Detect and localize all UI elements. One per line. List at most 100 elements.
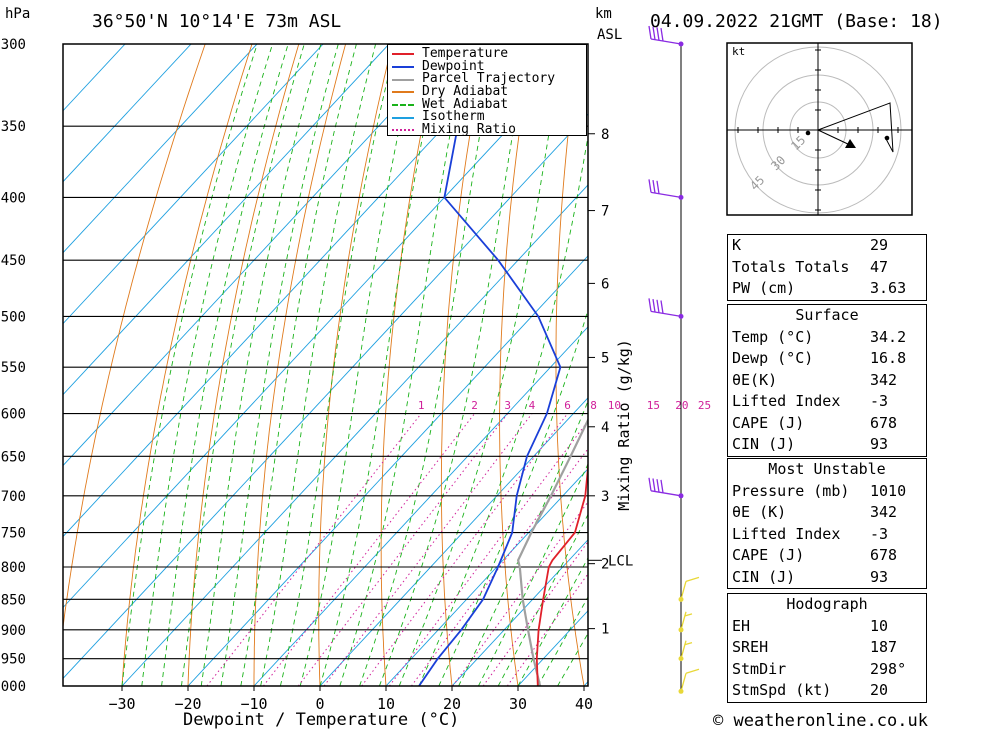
lcl-label: LCL (608, 553, 633, 569)
height-tick-label: 2 (601, 557, 609, 573)
wind-barb (678, 668, 700, 694)
dry-adiabat-line (253, 44, 347, 686)
mixing-ratio-label: 15 (647, 399, 660, 412)
surface-value: 93 (870, 435, 889, 453)
surface-value: -3 (870, 392, 889, 410)
wet-adiabat-line (398, 44, 565, 686)
pressure-tick-label: 300 (1, 37, 26, 53)
most-unstable-label: Pressure (mb) (732, 481, 850, 500)
dry-adiabat-line (440, 44, 487, 686)
temperature-tick-label: −10 (240, 695, 267, 713)
most-unstable-value: -3 (870, 524, 889, 543)
wind-barb-shaft (680, 673, 687, 692)
mixing-ratio-label: 2 (471, 399, 478, 412)
wind-barb (648, 477, 684, 499)
forecast-datetime: 04.09.2022 21GMT (Base: 18) (650, 11, 943, 32)
surface-label: Dewp (°C) (732, 349, 814, 367)
pressure-tick-label: 750 (1, 526, 26, 542)
dry-adiabat-line (380, 44, 440, 686)
surface-value: 34.2 (870, 327, 907, 346)
legend-label: Wet Adiabat (422, 96, 509, 112)
surface-label: Lifted Index (732, 392, 841, 410)
hodograph-point (884, 135, 890, 141)
most-unstable-title: Most Unstable (768, 460, 886, 478)
mixing-ratio-line (263, 413, 475, 686)
credit: © weatheronline.co.uk (713, 711, 928, 731)
hodograph-trace (817, 102, 894, 153)
dry-adiabat-line (663, 7, 722, 712)
dry-adiabat-line (63, 44, 206, 631)
dry-adiabat-line (187, 44, 300, 686)
pressure-tick-label: 350 (1, 119, 26, 135)
mixing-ratio-title: Mixing Ratio (g/kg) (615, 339, 633, 511)
isotherm-line (319, 397, 588, 686)
mixing-ratio-line (206, 413, 422, 686)
wind-barb (648, 298, 684, 319)
mixing-ratio-label: 4 (529, 399, 536, 412)
index-label: Totals Totals (732, 257, 850, 276)
wet-adiabat-line (359, 44, 497, 686)
hodograph-row: StmDir 298° (728, 659, 926, 681)
isotherm-line (187, 255, 588, 686)
wind-barb-flag (652, 478, 656, 492)
hodograph-label: StmSpd (kt) (732, 681, 832, 699)
profiles (417, 44, 588, 686)
mixing-ratio-label: 3 (504, 399, 511, 412)
surface-table: Surface Temp (°C) 34.2 Dewp (°C) 16.8 θE(K) 3… (727, 304, 927, 457)
pressure-unit: hPa (5, 6, 31, 22)
mixing-ratio-label: 20 (675, 399, 688, 412)
legend-item: Dewpoint (388, 60, 586, 74)
temperature-tick-label: 30 (509, 695, 527, 713)
hodograph-point (805, 130, 811, 136)
mixing-ratio-line (482, 540, 588, 686)
hodograph-title: Hodograph (786, 595, 868, 613)
hodograph-value: 20 (870, 681, 889, 699)
height-tick-label: 5 (601, 350, 609, 366)
temperature-line (535, 458, 588, 686)
most-unstable-row: CIN (J) 93 (728, 567, 926, 589)
height-tick-label: 1 (601, 622, 609, 638)
surface-row: CAPE (J) 678 (728, 413, 926, 435)
dry-adiabat-line (499, 44, 534, 686)
legend-item: Parcel Trajectory (388, 73, 586, 86)
hodograph-value: 298° (870, 659, 907, 678)
pressure-tick-label: 800 (1, 560, 26, 576)
mixing-ratio-label: 6 (564, 399, 571, 412)
wind-barb (648, 179, 684, 200)
most-unstable-value: 342 (870, 503, 898, 521)
wind-barb (648, 25, 684, 47)
wind-barb-shaft (680, 581, 687, 600)
height-tick-label: 6 (601, 276, 609, 292)
temperature-tick-label: 40 (575, 695, 593, 713)
height-axis: 1 2 3 4 5 6 7 8 LCL (588, 127, 633, 638)
mixing-ratio-label: 10 (608, 399, 621, 412)
station-location: 36°50'N 10°14'E 73m ASL (92, 11, 342, 32)
hodograph-label: StmDir (732, 659, 787, 678)
height-tick-label: 4 (601, 420, 609, 436)
wind-barb-flag (648, 477, 652, 491)
wind-barb-flag (685, 576, 700, 582)
legend-label: Temperature (422, 46, 509, 61)
wind-barb-flag (656, 479, 660, 493)
isotherm-line (451, 539, 588, 686)
wet-adiabat-line (260, 44, 377, 686)
most-unstable-row: Lifted Index -3 (728, 524, 926, 546)
isotherm-line (63, 44, 390, 396)
wet-adiabat-line (478, 462, 588, 686)
mixing-ratio-label: 1 (418, 399, 425, 412)
hodograph-table: Hodograph EH 10 SREH 187 StmDir 298° StmSpd (k… (727, 593, 927, 703)
surface-label: Temp (°C) (732, 327, 814, 346)
mixing-ratio-label: 8 (590, 399, 597, 412)
indices-table: K 29 Totals Totals 47 PW (cm) 3.63 (727, 234, 927, 301)
surface-value: 342 (870, 370, 898, 389)
wind-barb-flag (648, 179, 652, 193)
wind-barb-flag (685, 668, 700, 674)
wind-barb-flag (656, 180, 660, 194)
legend-swatch (392, 91, 414, 94)
hodograph-row: SREH 187 (728, 637, 926, 659)
dry-adiabat-line (121, 44, 253, 686)
dry-adiabat-line (555, 44, 585, 686)
dewpoint-line (417, 44, 562, 686)
